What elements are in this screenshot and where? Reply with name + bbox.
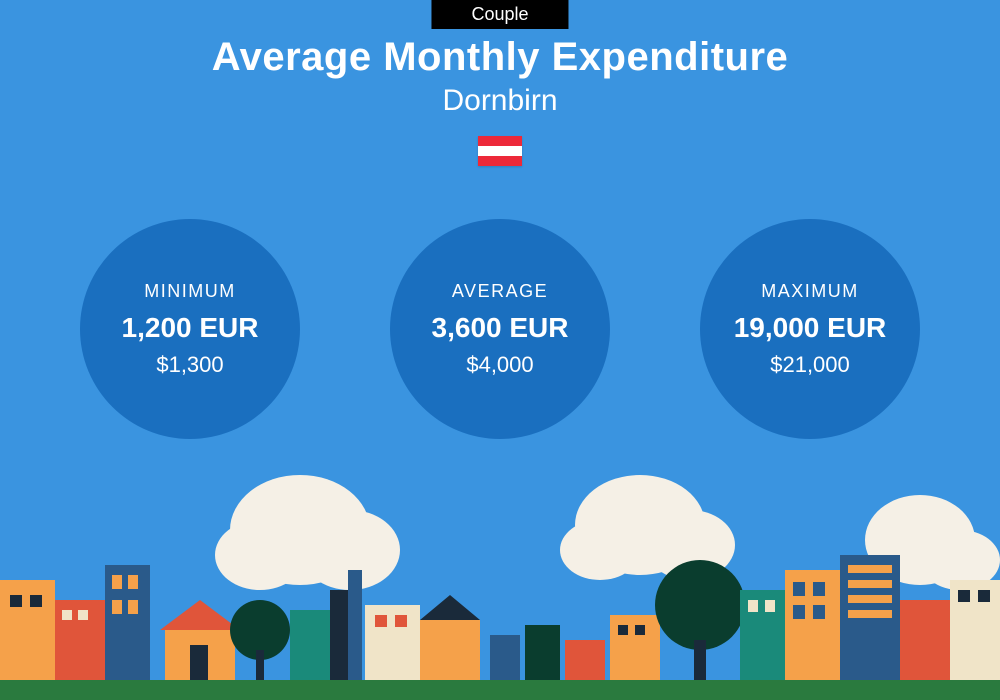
stat-secondary: $1,300 [156, 352, 223, 378]
stat-label: MINIMUM [144, 281, 235, 302]
stat-label: AVERAGE [452, 281, 548, 302]
stat-primary: 3,600 EUR [432, 312, 569, 344]
page-title: Average Monthly Expenditure [0, 35, 1000, 80]
category-tab[interactable]: Couple [431, 0, 568, 29]
stat-secondary: $4,000 [466, 352, 533, 378]
stat-primary: 19,000 EUR [734, 312, 887, 344]
city-skyline-illustration [0, 470, 1000, 700]
stat-secondary: $21,000 [770, 352, 850, 378]
austria-flag-icon [478, 136, 522, 166]
stat-circle-average: AVERAGE 3,600 EUR $4,000 [390, 219, 610, 439]
tab-label: Couple [471, 4, 528, 24]
stat-circles: MINIMUM 1,200 EUR $1,300 AVERAGE 3,600 E… [0, 219, 1000, 439]
stat-label: MAXIMUM [761, 281, 859, 302]
stat-circle-minimum: MINIMUM 1,200 EUR $1,300 [80, 219, 300, 439]
stat-circle-maximum: MAXIMUM 19,000 EUR $21,000 [700, 219, 920, 439]
stat-primary: 1,200 EUR [122, 312, 259, 344]
city-name: Dornbirn [0, 84, 1000, 118]
